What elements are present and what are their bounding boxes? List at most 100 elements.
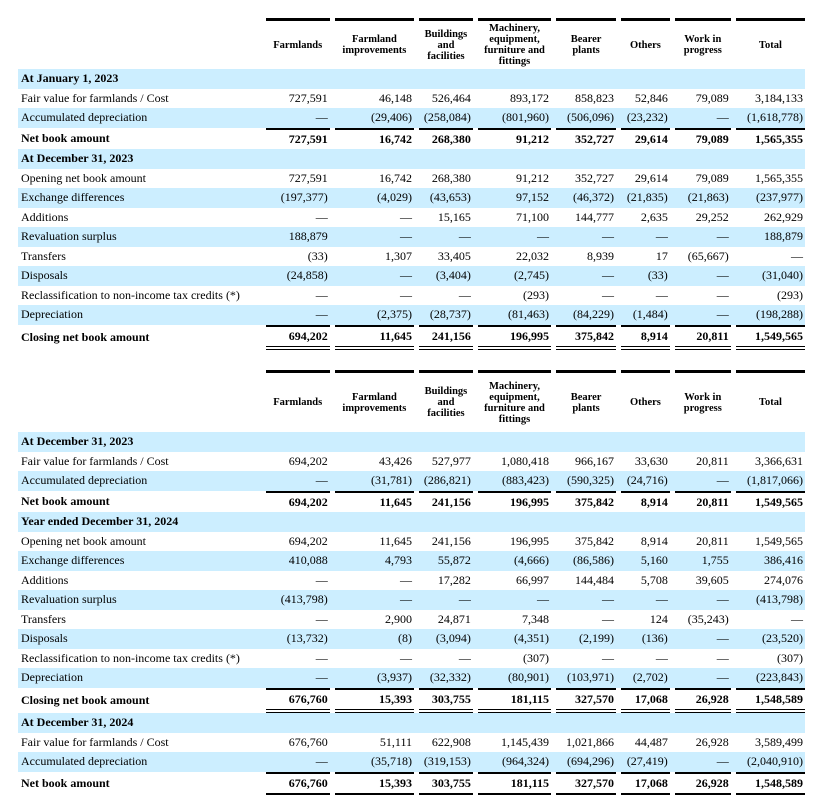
column-gap (414, 512, 420, 532)
column-gap (472, 69, 478, 89)
column-gap (472, 648, 478, 668)
value-cell-farmlands: — (315, 572, 328, 587)
column-gap (669, 285, 675, 305)
value-cell-others: (27,419) (621, 752, 670, 772)
column-gap (551, 227, 557, 247)
column-gap (329, 668, 335, 688)
empty-cell (735, 512, 805, 532)
value-cell-machinery-equipment-furniture-and-fittings: (293) (523, 287, 550, 302)
value-cell-work-in-progress: 20,811 (696, 453, 729, 468)
column-gap (329, 246, 335, 266)
value-cell-farmland-improvements: (29,406) (334, 108, 414, 128)
value-cell-buildings-and-facilities: (32,332) (419, 668, 473, 688)
value-cell-work-in-progress: — (674, 590, 731, 610)
value-cell-total: — (791, 611, 803, 626)
column-gap (551, 732, 557, 752)
value-cell-buildings-and-facilities: 17,282 (437, 572, 471, 587)
column-gap (616, 609, 622, 629)
table-row: Fair value for farmlands / Cost 676,760 51… (18, 732, 805, 752)
value-cell-bearer-plants: (2,199) (556, 629, 617, 649)
column-gap (472, 451, 478, 471)
value-cell-farmlands: — (315, 209, 328, 224)
value-cell-work-in-progress: — (674, 108, 731, 128)
empty-cell (477, 512, 552, 532)
column-gap (730, 771, 736, 795)
value-cell-total: (293) (777, 287, 803, 302)
empty-cell (265, 512, 330, 532)
value-cell-farmland-improvements: — (400, 572, 412, 587)
column-gap (669, 771, 675, 795)
value-cell-others: 44,487 (634, 734, 668, 749)
value-cell-buildings-and-facilities: 24,871 (437, 611, 471, 626)
value-cell-others: 17,068 (621, 771, 670, 795)
column-gap (730, 149, 736, 169)
value-cell-farmlands: (24,858) (265, 266, 330, 286)
column-gap (551, 648, 557, 668)
column-gap (616, 732, 622, 752)
value-cell-bearer-plants: 327,570 (556, 687, 617, 713)
column-gap (414, 609, 420, 629)
value-cell-machinery-equipment-furniture-and-fittings: 71,100 (516, 209, 550, 224)
value-cell-bearer-plants: 858,823 (575, 90, 615, 105)
header-label-spacer (18, 18, 266, 69)
table-row: Transfers — 2,900 24,871 7,348 — 124 (35,243) — (18, 609, 805, 629)
column-gap (329, 168, 335, 188)
value-cell-work-in-progress: 29,252 (695, 209, 729, 224)
table-row: Revaluation surplus (413,798) — — — — — — (413,7… (18, 590, 805, 610)
column-gap (472, 324, 478, 350)
table-row: Opening net book amount 694,202 11,645 241,… (18, 531, 805, 551)
row-label: Depreciation (18, 305, 266, 325)
value-cell-buildings-and-facilities: — (458, 287, 471, 302)
column-gap (551, 752, 557, 772)
column-gap (472, 471, 478, 491)
row-label: Transfers (21, 248, 66, 263)
column-gap (551, 285, 557, 305)
column-gap (329, 590, 335, 610)
column-gap (551, 512, 557, 532)
value-cell-bearer-plants: 375,842 (575, 533, 615, 548)
empty-cell (477, 69, 552, 89)
column-gap (329, 18, 335, 69)
value-cell-bearer-plants: — (556, 590, 617, 610)
column-gap (414, 324, 420, 350)
empty-cell (621, 69, 670, 89)
empty-cell (674, 512, 731, 532)
value-cell-work-in-progress: — (674, 266, 731, 286)
column-gap (669, 451, 675, 471)
value-cell-total: (23,520) (735, 629, 805, 649)
column-gap (669, 168, 675, 188)
empty-cell (334, 69, 414, 89)
value-cell-farmlands: — (265, 668, 330, 688)
value-cell-machinery-equipment-furniture-and-fittings: 7,348 (522, 611, 550, 626)
column-gap (730, 305, 736, 325)
value-cell-others: 29,614 (621, 127, 670, 150)
value-cell-total: (2,040,910) (735, 752, 805, 772)
value-cell-total: (1,618,778) (735, 108, 805, 128)
column-gap (414, 732, 420, 752)
value-cell-others: 5,160 (621, 551, 670, 571)
column-gap (669, 88, 675, 108)
column-gap (414, 570, 420, 590)
row-label: Disposals (18, 629, 266, 649)
column-header-farmlands: Farmlands (265, 18, 330, 69)
value-cell-work-in-progress: 20,811 (674, 324, 731, 350)
section-title: At December 31, 2023 (18, 432, 266, 452)
empty-cell (265, 432, 330, 452)
value-cell-buildings-and-facilities: (319,153) (419, 752, 473, 772)
column-gap (730, 451, 736, 471)
column-gap (551, 305, 557, 325)
value-cell-total: 1,548,589 (735, 687, 805, 713)
value-cell-buildings-and-facilities: 303,755 (419, 771, 473, 795)
column-header-total: Total (735, 370, 805, 432)
column-gap (730, 531, 736, 551)
column-gap (472, 246, 478, 266)
column-gap (669, 551, 675, 571)
value-cell-farmland-improvements: (3,937) (334, 668, 414, 688)
value-cell-farmland-improvements: — (334, 590, 414, 610)
value-cell-farmland-improvements: — (334, 266, 414, 286)
column-gap (669, 752, 675, 772)
column-gap (329, 648, 335, 668)
value-cell-bearer-plants: 352,727 (575, 170, 615, 185)
value-cell-buildings-and-facilities: 241,156 (431, 533, 471, 548)
value-cell-farmland-improvements: — (400, 287, 412, 302)
